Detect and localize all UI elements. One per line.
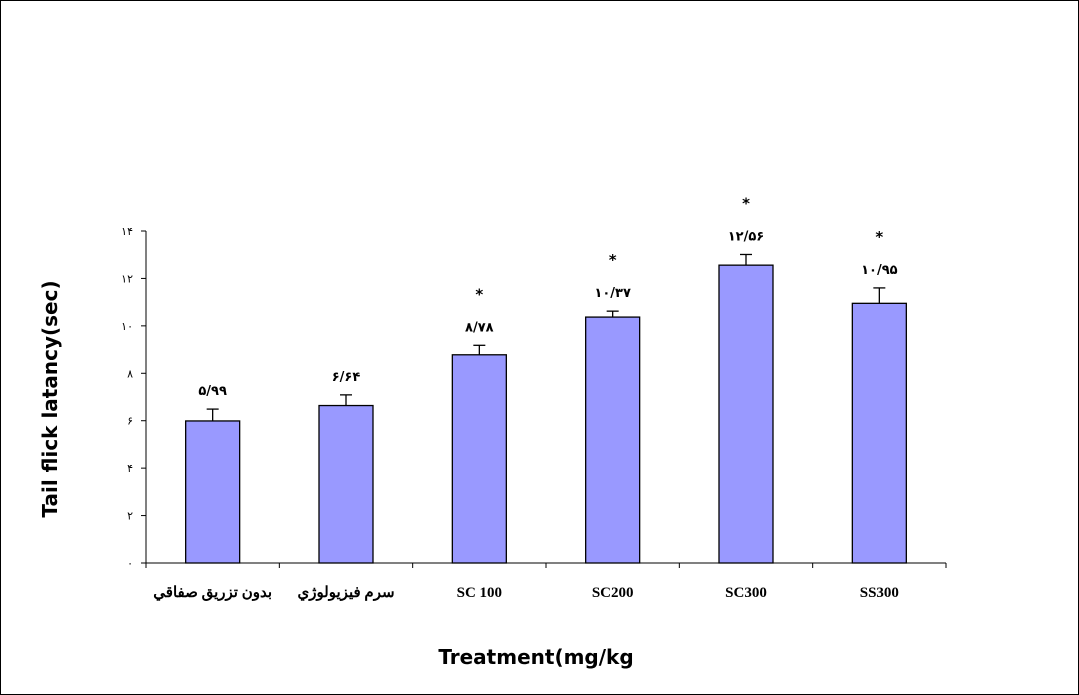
bar [451, 354, 507, 564]
y-tick-label: ١٢ [121, 272, 133, 285]
y-tick-label: ١۴ [121, 225, 133, 238]
significance-marker: * [742, 194, 750, 212]
bar [585, 316, 641, 564]
data-label: ٨/٧٨ [465, 320, 494, 335]
y-axis-title: Tail flick latancy(sec) [38, 280, 62, 517]
y-tick-label: ٨ [127, 367, 133, 380]
y-ticks-group: ٠ ٢ ۴ ۶ ٨ ١٠ ١٢ ١۴ [121, 225, 146, 570]
bar [718, 264, 774, 564]
x-tick-label: SC300 [725, 585, 767, 601]
data-label: ۶/۶۴ [332, 370, 361, 385]
bar [851, 302, 907, 564]
x-axis-title: Treatment(mg/kg [438, 645, 633, 669]
data-label: ۵/۹۹ [198, 384, 227, 399]
y-tick-label: ۴ [127, 462, 133, 475]
significance-marker: * [875, 228, 883, 246]
bar [318, 404, 374, 564]
x-ticks-group: بدون تزريق صفاقي سرم فيزيولوژي SC 100 SC200… [145, 563, 947, 602]
value-labels-group: ۵/۹۹ ۶/۶۴ ٨/٧٨ * ١٠/٣٧ * ١٢/۵۶ * ١٠/٩۵ * [198, 194, 897, 399]
y-tick-label: ٠ [127, 557, 133, 570]
error-bars-group [206, 253, 886, 421]
significance-marker: * [475, 285, 483, 303]
bar [185, 420, 241, 564]
significance-marker: * [609, 251, 617, 269]
x-tick-label: سرم فيزيولوژي [297, 585, 394, 602]
data-label: ١٠/٩۵ [861, 263, 898, 278]
y-tick-label: ١٠ [121, 320, 133, 333]
axes-group [145, 231, 946, 564]
x-tick-label: SC 100 [457, 585, 502, 601]
x-tick-label: بدون تزريق صفاقي [153, 585, 272, 602]
data-label: ١٠/٣٧ [594, 286, 631, 301]
y-tick-label: ۶ [127, 415, 133, 428]
bars-group [185, 264, 907, 564]
x-tick-label: SS300 [860, 585, 899, 601]
x-tick-label: SC200 [592, 585, 634, 601]
data-label: ١٢/۵۶ [728, 229, 765, 244]
y-tick-label: ٢ [127, 510, 133, 523]
